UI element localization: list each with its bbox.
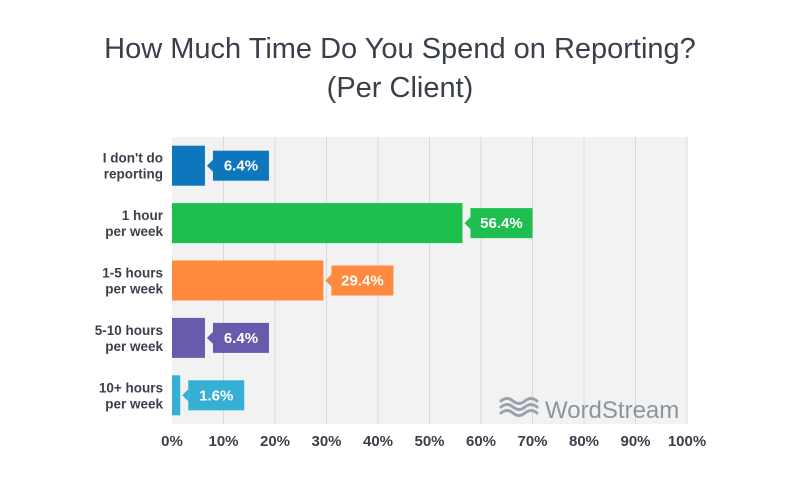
category-label-line: per week (105, 282, 163, 297)
value-label-box (212, 322, 269, 353)
bar (172, 317, 205, 358)
category-label-line: 5-10 hours (95, 323, 163, 338)
value-label-box (331, 265, 394, 296)
category-label: 10+ hours per week (99, 380, 164, 411)
logo-wave (499, 397, 539, 405)
x-tick-label: 0% (161, 433, 183, 450)
bar (172, 375, 181, 416)
bar (172, 203, 463, 244)
chart-title-block: How Much Time Do You Spend on Reporting?… (0, 30, 800, 108)
value-label: 6.4% (224, 330, 258, 347)
category-label-line: per week (105, 339, 163, 354)
chart-title: How Much Time Do You Spend on Reporting? (104, 33, 696, 65)
x-tick-label: 70% (517, 433, 547, 450)
watermark-text: WordStream (545, 397, 679, 424)
category-label-line: per week (105, 224, 163, 239)
category-label: I don't do reporting (103, 151, 163, 182)
chart-subtitle: (Per Client) (326, 72, 474, 104)
x-tick-label: 10% (208, 433, 238, 450)
x-tick-label: 20% (260, 433, 290, 450)
value-label-pointer (206, 331, 213, 344)
value-label: 6.4% (224, 158, 258, 175)
category-label-line: per week (105, 396, 163, 411)
value-label: 1.6% (199, 387, 233, 404)
category-label: 1 hour per week (105, 208, 164, 239)
x-tick-label: 100% (668, 433, 706, 450)
x-tick-label: 80% (569, 433, 599, 450)
x-tick-label: 60% (466, 433, 496, 450)
category-label-line: I don't do (103, 151, 163, 166)
x-tick-label: 30% (311, 433, 341, 450)
category-label: 5-10 hours per week (95, 323, 164, 354)
value-label-pointer (464, 217, 471, 230)
bar (172, 260, 324, 301)
category-label-line: 10+ hours (99, 380, 163, 395)
value-label-box (212, 150, 269, 181)
logo-wave (499, 403, 539, 411)
x-tick-label: 40% (363, 433, 393, 450)
wordstream-logo-icon (499, 397, 539, 417)
logo-wave (499, 409, 539, 417)
value-label-box (470, 208, 533, 239)
value-label: 56.4% (480, 215, 523, 232)
category-label-line: 1-5 hours (102, 266, 163, 281)
bar (172, 145, 205, 186)
value-label-pointer (325, 274, 332, 287)
category-label: 1-5 hours per week (102, 266, 163, 297)
x-tick-label: 50% (414, 433, 444, 450)
value-label-pointer (182, 389, 189, 402)
value-label: 29.4% (341, 273, 384, 290)
category-label-line: 1 hour (122, 208, 164, 223)
value-label-box (188, 380, 245, 411)
category-label-line: reporting (104, 167, 163, 182)
x-tick-label: 90% (620, 433, 650, 450)
value-label-pointer (206, 159, 213, 172)
